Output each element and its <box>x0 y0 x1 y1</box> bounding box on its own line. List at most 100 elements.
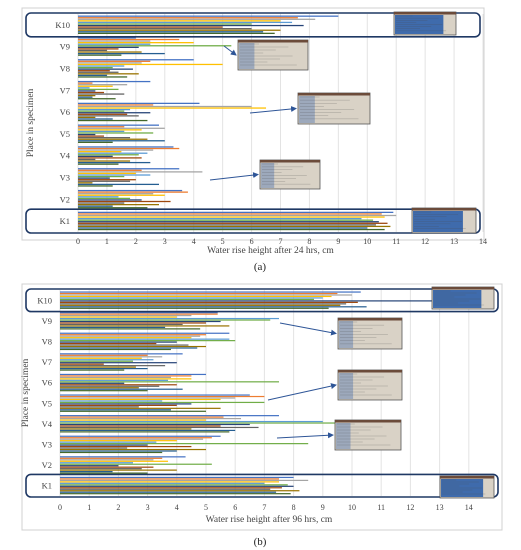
bar-v6-8 <box>78 113 128 115</box>
bar-v9-3 <box>78 40 151 42</box>
bar-v6-9 <box>78 115 139 117</box>
highlight-box-k10 <box>25 12 481 38</box>
bar-v3-7 <box>78 177 110 179</box>
bar-v8-8 <box>60 342 157 345</box>
bar-v9-7 <box>60 320 221 323</box>
x-tick-label: 3 <box>146 503 150 512</box>
x-tick-label: 5 <box>221 237 225 246</box>
bar-v9-5 <box>60 317 279 320</box>
bar-v7-12 <box>78 98 116 100</box>
bar-v2-11 <box>78 205 113 207</box>
bar-k1-9 <box>78 224 376 226</box>
bar-v3-10 <box>78 182 93 184</box>
bar-v5-9 <box>60 406 139 408</box>
category-label: V2 <box>60 194 70 204</box>
bar-v4-11 <box>78 161 151 164</box>
bar-v7-5 <box>78 87 90 89</box>
pointer-arrow <box>209 172 259 181</box>
category-label: V7 <box>42 357 52 367</box>
specimen-photo-v9 <box>337 317 403 350</box>
bar-v7-11 <box>60 368 148 370</box>
x-tick-label: 5 <box>204 503 208 512</box>
bar-v9-4 <box>60 316 177 318</box>
bar-v7-7 <box>60 362 177 364</box>
bar-v4-7 <box>60 423 250 426</box>
category-label: V3 <box>42 440 52 450</box>
bar-k1-9 <box>60 488 271 490</box>
bar-v3-9 <box>60 447 128 449</box>
bar-v9-9 <box>60 323 183 326</box>
category-label: K1 <box>42 481 52 491</box>
bar-v3-7 <box>60 444 148 446</box>
y-axis-label: Place in specimen <box>21 358 31 427</box>
x-tick-label: 7 <box>262 503 266 512</box>
bar-v7-1 <box>60 353 183 355</box>
bar-k10-3 <box>78 18 316 20</box>
bar-v2-8 <box>78 200 171 203</box>
bar-k1-12 <box>60 493 291 495</box>
bar-v2-1 <box>78 189 183 192</box>
bar-k1-3 <box>60 479 309 482</box>
bar-v9-2 <box>78 38 180 41</box>
bar-v5-10 <box>60 407 221 409</box>
category-label: V4 <box>60 151 71 161</box>
specimen-photo-k1 <box>439 475 495 499</box>
bar-v3-11 <box>60 450 177 452</box>
y-axis-label: Place in specimen <box>26 88 36 157</box>
x-tick-label: 11 <box>392 237 400 246</box>
x-axis-label: Water rise height after 96 hrs, cm <box>206 514 333 525</box>
bar-k1-5 <box>78 217 362 220</box>
bar-k1-10 <box>60 490 300 492</box>
bar-k1-1 <box>78 211 394 214</box>
bar-k1-11 <box>60 491 277 493</box>
bar-k10-9 <box>60 303 347 305</box>
bar-v9-7 <box>78 46 139 48</box>
bar-v6-7 <box>78 112 151 114</box>
bar-v4-1 <box>60 415 279 417</box>
pointer-arrow <box>249 106 297 114</box>
bar-v6-3 <box>60 376 171 379</box>
highlight-box-k1 <box>25 208 481 234</box>
pointer-arrow <box>223 45 237 56</box>
bar-v9-11 <box>60 326 166 329</box>
specimen-photo-v3 <box>259 159 321 190</box>
x-tick-label: 0 <box>58 503 62 512</box>
bar-v3-3 <box>78 171 203 173</box>
bar-v7-9 <box>78 93 125 95</box>
x-tick-label: 11 <box>377 503 385 512</box>
bar-v8-4 <box>60 337 192 339</box>
bar-k1-10 <box>78 225 391 228</box>
bar-v5-3 <box>78 127 165 129</box>
bar-v7-3 <box>60 356 163 358</box>
bar-v7-3 <box>78 84 128 86</box>
bar-v2-12 <box>60 472 148 474</box>
bar-v8-6 <box>78 66 113 69</box>
bar-v4-3 <box>60 417 242 420</box>
bar-v7-4 <box>60 357 142 359</box>
category-label: K1 <box>60 216 70 226</box>
x-tick-label: 7 <box>279 237 283 246</box>
x-tick-label: 6 <box>250 237 254 246</box>
bar-v8-10 <box>60 345 206 348</box>
bar-v4-5 <box>60 420 323 423</box>
bar-v3-12 <box>78 185 113 187</box>
bar-v2-5 <box>78 196 119 198</box>
category-label: V2 <box>42 460 52 470</box>
bar-v4-4 <box>78 151 122 153</box>
bar-v6-8 <box>60 384 177 386</box>
bar-v9-1 <box>60 312 218 314</box>
x-tick-label: 2 <box>116 503 120 512</box>
bar-v5-9 <box>78 137 131 139</box>
bar-v7-5 <box>60 359 154 361</box>
bar-k10-8 <box>60 301 358 303</box>
bar-k10-2 <box>60 292 338 295</box>
bar-v4-2 <box>60 416 224 418</box>
bar-v5-5 <box>78 130 125 133</box>
bar-v8-9 <box>60 344 189 346</box>
bar-v8-12 <box>78 76 128 78</box>
bar-v9-8 <box>78 48 119 50</box>
bar-v3-4 <box>78 172 136 175</box>
category-label: V6 <box>60 107 70 117</box>
bar-v8-12 <box>60 348 171 351</box>
